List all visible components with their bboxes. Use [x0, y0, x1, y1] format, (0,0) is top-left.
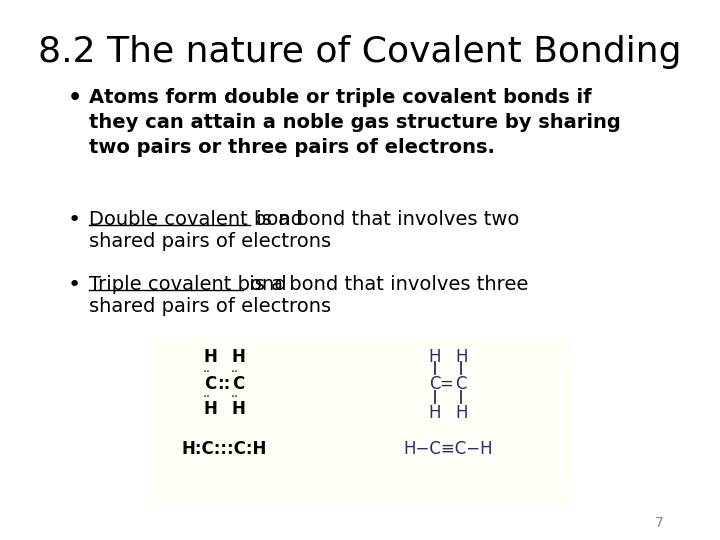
Text: H: H	[428, 348, 441, 366]
Text: C: C	[456, 375, 467, 393]
Text: •: •	[68, 88, 81, 108]
Text: Atoms form double or triple covalent bonds if
they can attain a noble gas struct: Atoms form double or triple covalent bon…	[89, 88, 621, 157]
Text: ::: ::	[217, 375, 230, 393]
Text: shared pairs of electrons: shared pairs of electrons	[89, 297, 330, 316]
Text: H−C≡C−H: H−C≡C−H	[403, 440, 493, 458]
Text: H: H	[231, 400, 246, 418]
Text: 7: 7	[655, 516, 664, 530]
Text: C: C	[429, 375, 441, 393]
Text: C: C	[204, 375, 216, 393]
Text: H: H	[455, 404, 467, 422]
Text: H:C:::C:H: H:C:::C:H	[181, 440, 267, 458]
Text: H: H	[428, 404, 441, 422]
Text: H: H	[231, 348, 246, 366]
Text: ⋅⋅: ⋅⋅	[231, 366, 239, 379]
Text: shared pairs of electrons: shared pairs of electrons	[89, 232, 330, 251]
Text: Double covalent bond: Double covalent bond	[89, 210, 302, 229]
Text: =: =	[439, 375, 454, 393]
Text: 8.2 The nature of Covalent Bonding: 8.2 The nature of Covalent Bonding	[38, 35, 682, 69]
Text: is a bond that involves two: is a bond that involves two	[250, 210, 519, 229]
Text: •: •	[68, 275, 81, 295]
Text: ⋅⋅: ⋅⋅	[202, 391, 211, 404]
FancyBboxPatch shape	[148, 338, 572, 508]
Text: H: H	[455, 348, 467, 366]
Text: Triple covalent bond: Triple covalent bond	[89, 275, 287, 294]
Text: •: •	[68, 210, 81, 230]
Text: is a bond that involves three: is a bond that involves three	[243, 275, 528, 294]
Text: H: H	[203, 400, 217, 418]
Text: ⋅⋅: ⋅⋅	[202, 366, 211, 379]
Text: H: H	[203, 348, 217, 366]
Text: C: C	[233, 375, 245, 393]
Text: ⋅⋅: ⋅⋅	[231, 391, 239, 404]
